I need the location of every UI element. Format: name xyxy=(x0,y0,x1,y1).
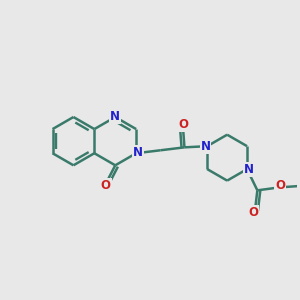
Text: O: O xyxy=(275,178,285,191)
Text: O: O xyxy=(101,179,111,192)
Text: N: N xyxy=(110,110,120,123)
Text: N: N xyxy=(133,146,142,159)
Text: N: N xyxy=(200,140,211,153)
Text: O: O xyxy=(178,118,189,131)
Text: O: O xyxy=(248,206,259,219)
Text: N: N xyxy=(244,163,254,176)
